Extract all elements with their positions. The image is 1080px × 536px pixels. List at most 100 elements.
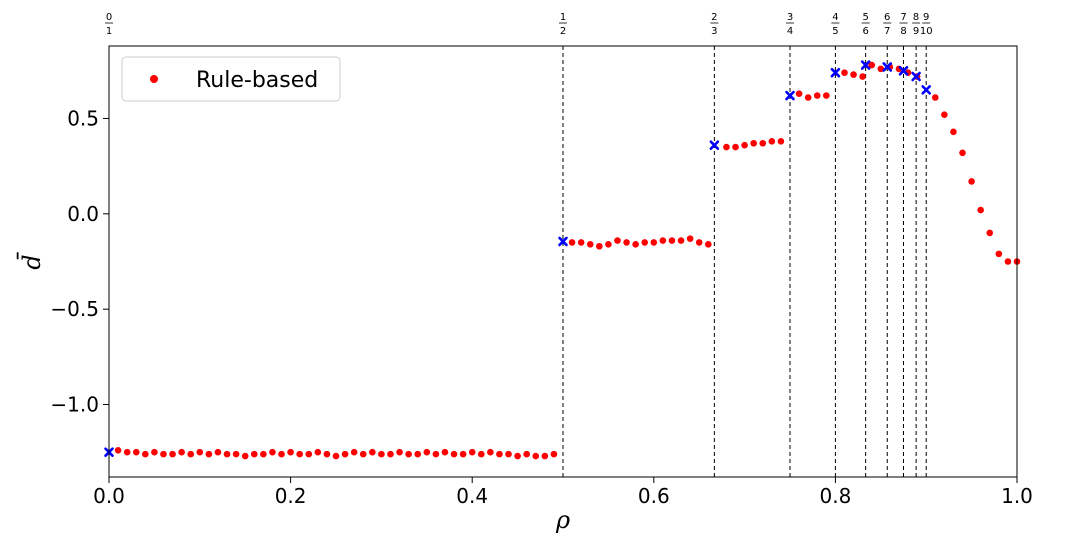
fraction-denominator: 7 [884, 26, 890, 37]
series-point [804, 94, 812, 101]
x-axis-label: ρ [555, 506, 570, 534]
series-point [359, 450, 367, 458]
series-point [151, 448, 158, 456]
series-point [868, 61, 876, 69]
series-point [841, 69, 848, 76]
fraction-denominator: 9 [913, 26, 919, 37]
series-point [541, 452, 549, 460]
rational-marker [709, 140, 720, 150]
series-point [750, 139, 757, 147]
series-point [977, 206, 984, 214]
series-point [332, 452, 340, 460]
series-points [114, 61, 1021, 460]
series-point [641, 239, 649, 246]
series-point [686, 235, 694, 242]
series-point [759, 139, 767, 147]
fraction-numerator: 3 [787, 12, 793, 23]
fraction-numerator: 5 [862, 12, 868, 23]
series-point [369, 448, 376, 456]
series-point [668, 237, 676, 244]
series-point [123, 448, 131, 456]
fraction-numerator: 2 [711, 12, 717, 23]
series-point [823, 92, 830, 99]
series-point [768, 138, 776, 145]
fraction-numerator: 1 [560, 12, 566, 23]
series-point [278, 450, 285, 458]
rational-marker [785, 90, 795, 101]
rational-marker [558, 236, 568, 247]
x-axis-ticks: 0.0 0.2 0.4 0.6 0.8 1.0 [93, 477, 1033, 508]
series-point [205, 450, 213, 458]
series-point [550, 450, 558, 458]
x-tick-label: 0.0 [93, 484, 125, 508]
fraction-numerator: 0 [106, 12, 112, 23]
series-point [496, 450, 503, 458]
series-point [950, 128, 957, 136]
rational-marker [898, 65, 909, 76]
series-point [341, 450, 349, 458]
fraction-denominator: 4 [787, 26, 793, 37]
series-point [723, 143, 730, 151]
rational-marker [830, 67, 841, 78]
series-point [577, 239, 585, 246]
rational-point-markers [104, 60, 932, 458]
series-point [732, 143, 739, 151]
fraction-denominator: 8 [900, 26, 906, 37]
series-point [260, 450, 267, 458]
series-point [132, 448, 140, 456]
series-point [223, 450, 231, 458]
series-point [441, 448, 449, 456]
series-point [614, 237, 621, 244]
y-tick-label: 0.5 [67, 106, 99, 130]
y-axis-label: d̄ [17, 251, 46, 269]
series-point [596, 242, 603, 250]
series-point [777, 138, 785, 145]
fraction-denominator: 3 [711, 26, 717, 37]
x-tick-label: 1.0 [1001, 484, 1033, 508]
fraction-numerator: 7 [900, 12, 906, 23]
series-point [514, 452, 521, 460]
fraction-denominator: 5 [832, 26, 838, 37]
series-point [196, 448, 204, 456]
series-point [1004, 258, 1012, 265]
fraction-numerator: 9 [923, 12, 929, 23]
fraction-denominator: 6 [862, 26, 868, 37]
legend: Rule-based [121, 56, 341, 102]
series-point [396, 448, 403, 456]
series-point [505, 450, 512, 458]
series-point [114, 447, 122, 454]
y-tick-label: −0.5 [50, 297, 99, 321]
series-point [477, 450, 485, 458]
series-point [142, 450, 149, 458]
series-point [487, 448, 494, 456]
series-point [677, 237, 685, 244]
series-point [160, 450, 167, 458]
series-point [241, 452, 249, 460]
series-point [741, 141, 748, 149]
series-point [959, 149, 966, 157]
rational-marker [921, 85, 932, 95]
legend-marker [150, 75, 158, 83]
x-tick-label: 0.4 [456, 484, 488, 508]
series-point [459, 450, 467, 458]
series-point [986, 229, 994, 237]
series-point [623, 239, 630, 246]
series-point [232, 450, 240, 458]
fraction-denominator: 10 [920, 26, 933, 37]
series-point [995, 250, 1003, 258]
series-point [305, 450, 313, 458]
series-point [187, 450, 195, 458]
series-point [314, 448, 322, 456]
series-point [813, 92, 821, 99]
fraction-numerator: 6 [884, 12, 890, 23]
series-point [968, 178, 975, 185]
series-point [323, 450, 331, 458]
rational-marker [911, 71, 921, 82]
x-tick-label: 0.8 [819, 484, 851, 508]
series-point [414, 450, 422, 458]
series-point [632, 241, 639, 248]
series-point [568, 239, 576, 246]
series-point [287, 448, 294, 456]
series-point [850, 71, 857, 78]
